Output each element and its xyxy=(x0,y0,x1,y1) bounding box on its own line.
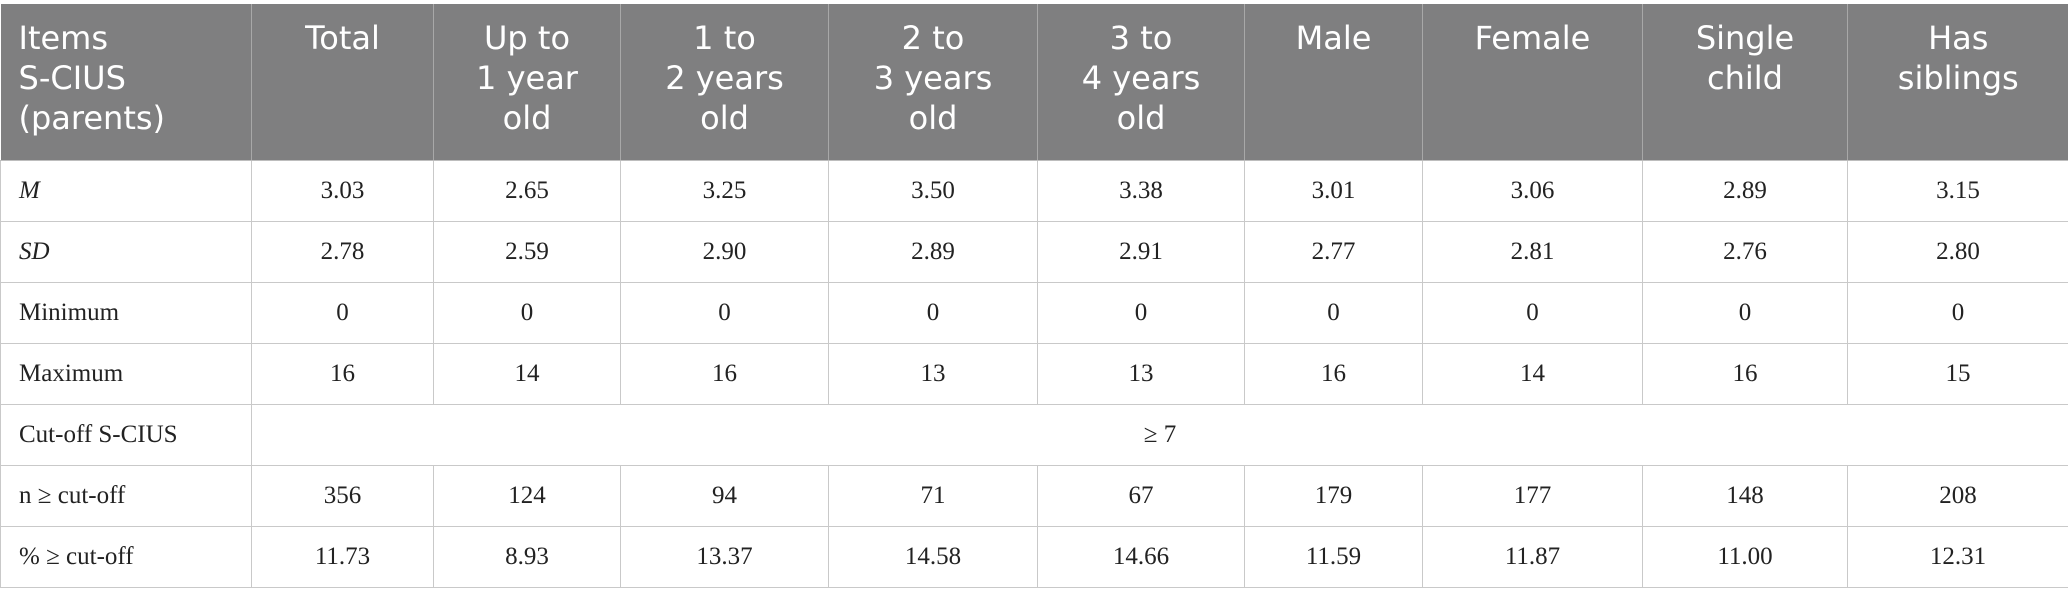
row-label: % ≥ cut-off xyxy=(0,526,252,588)
cell: 3.06 xyxy=(1422,160,1643,222)
table-row: n ≥ cut-off 356 124 94 71 67 179 177 148 208 xyxy=(0,465,2068,527)
cell: 2.89 xyxy=(1642,160,1848,222)
header-cell: Up to 1 year old xyxy=(433,4,621,161)
cell: 14 xyxy=(433,343,621,405)
header-cell: 3 to 4 years old xyxy=(1037,4,1245,161)
cell: 11.73 xyxy=(251,526,434,588)
row-label: SD xyxy=(0,221,252,283)
cell: 2.78 xyxy=(251,221,434,283)
cell: 14.66 xyxy=(1037,526,1245,588)
cell: 3.01 xyxy=(1244,160,1423,222)
cell: 177 xyxy=(1422,465,1643,527)
header-cell: Total xyxy=(251,4,434,161)
cell: 2.59 xyxy=(433,221,621,283)
cell: 16 xyxy=(620,343,829,405)
cell: 2.81 xyxy=(1422,221,1643,283)
cell: 0 xyxy=(1847,282,2068,344)
cell: 14.58 xyxy=(828,526,1038,588)
cell: 3.50 xyxy=(828,160,1038,222)
table-row: M 3.03 2.65 3.25 3.50 3.38 3.01 3.06 2.89 3.15 xyxy=(0,160,2068,222)
cell: 12.31 xyxy=(1847,526,2068,588)
cell: 11.59 xyxy=(1244,526,1423,588)
table-row: Maximum 16 14 16 13 13 16 14 16 15 xyxy=(0,343,2068,405)
cell: 148 xyxy=(1642,465,1848,527)
row-label: Cut-off S-CIUS xyxy=(0,404,252,466)
header-cell: Single child xyxy=(1642,4,1848,161)
row-label: Minimum xyxy=(0,282,252,344)
cell: 0 xyxy=(1037,282,1245,344)
row-label: Maximum xyxy=(0,343,252,405)
cell: 208 xyxy=(1847,465,2068,527)
cell: 3.15 xyxy=(1847,160,2068,222)
table-row: % ≥ cut-off 11.73 8.93 13.37 14.58 14.66 11.59… xyxy=(0,526,2068,588)
header-cell: Male xyxy=(1244,4,1423,161)
cell: 15 xyxy=(1847,343,2068,405)
table-row: Minimum 0 0 0 0 0 0 0 0 0 xyxy=(0,282,2068,344)
header-cell: 1 to 2 years old xyxy=(620,4,829,161)
cell: 2.77 xyxy=(1244,221,1423,283)
cell: 124 xyxy=(433,465,621,527)
cell: 3.03 xyxy=(251,160,434,222)
row-label: M xyxy=(0,160,252,222)
cell: 2.89 xyxy=(828,221,1038,283)
cell: 16 xyxy=(1244,343,1423,405)
cell: 3.25 xyxy=(620,160,829,222)
cell: 13.37 xyxy=(620,526,829,588)
cell: 0 xyxy=(1642,282,1848,344)
cell: 2.65 xyxy=(433,160,621,222)
table-container: Items S-CIUS (parents) Total Up to 1 year … xyxy=(0,4,2068,588)
cell: 8.93 xyxy=(433,526,621,588)
cell: 3.38 xyxy=(1037,160,1245,222)
cell: 2.90 xyxy=(620,221,829,283)
cell: 11.87 xyxy=(1422,526,1643,588)
cell: 14 xyxy=(1422,343,1643,405)
header-row: Items S-CIUS (parents) Total Up to 1 year … xyxy=(0,4,2068,161)
header-cell: Female xyxy=(1422,4,1643,161)
cell: 0 xyxy=(620,282,829,344)
row-label: n ≥ cut-off xyxy=(0,465,252,527)
cell: 0 xyxy=(1244,282,1423,344)
cell: 2.91 xyxy=(1037,221,1245,283)
cell: 16 xyxy=(1642,343,1848,405)
table-row: Cut-off S-CIUS ≥ 7 xyxy=(0,404,2068,466)
cell: 11.00 xyxy=(1642,526,1848,588)
data-table: Items S-CIUS (parents) Total Up to 1 year … xyxy=(0,4,2068,588)
cell: 13 xyxy=(828,343,1038,405)
header-cell: Has siblings xyxy=(1847,4,2068,161)
cell: 2.80 xyxy=(1847,221,2068,283)
cell: 2.76 xyxy=(1642,221,1848,283)
cell: 13 xyxy=(1037,343,1245,405)
header-cell: Items S-CIUS (parents) xyxy=(0,4,252,161)
cell: 67 xyxy=(1037,465,1245,527)
table-row: SD 2.78 2.59 2.90 2.89 2.91 2.77 2.81 2.76 2.80 xyxy=(0,221,2068,283)
cell: ≥ 7 xyxy=(251,404,2068,466)
cell: 16 xyxy=(251,343,434,405)
cell: 0 xyxy=(828,282,1038,344)
cell: 71 xyxy=(828,465,1038,527)
cell: 94 xyxy=(620,465,829,527)
cell: 0 xyxy=(251,282,434,344)
cell: 0 xyxy=(433,282,621,344)
header-cell: 2 to 3 years old xyxy=(828,4,1038,161)
cell: 0 xyxy=(1422,282,1643,344)
cell: 179 xyxy=(1244,465,1423,527)
table-body: M 3.03 2.65 3.25 3.50 3.38 3.01 3.06 2.89 3.15 SD 2… xyxy=(0,160,2068,588)
cell: 356 xyxy=(251,465,434,527)
